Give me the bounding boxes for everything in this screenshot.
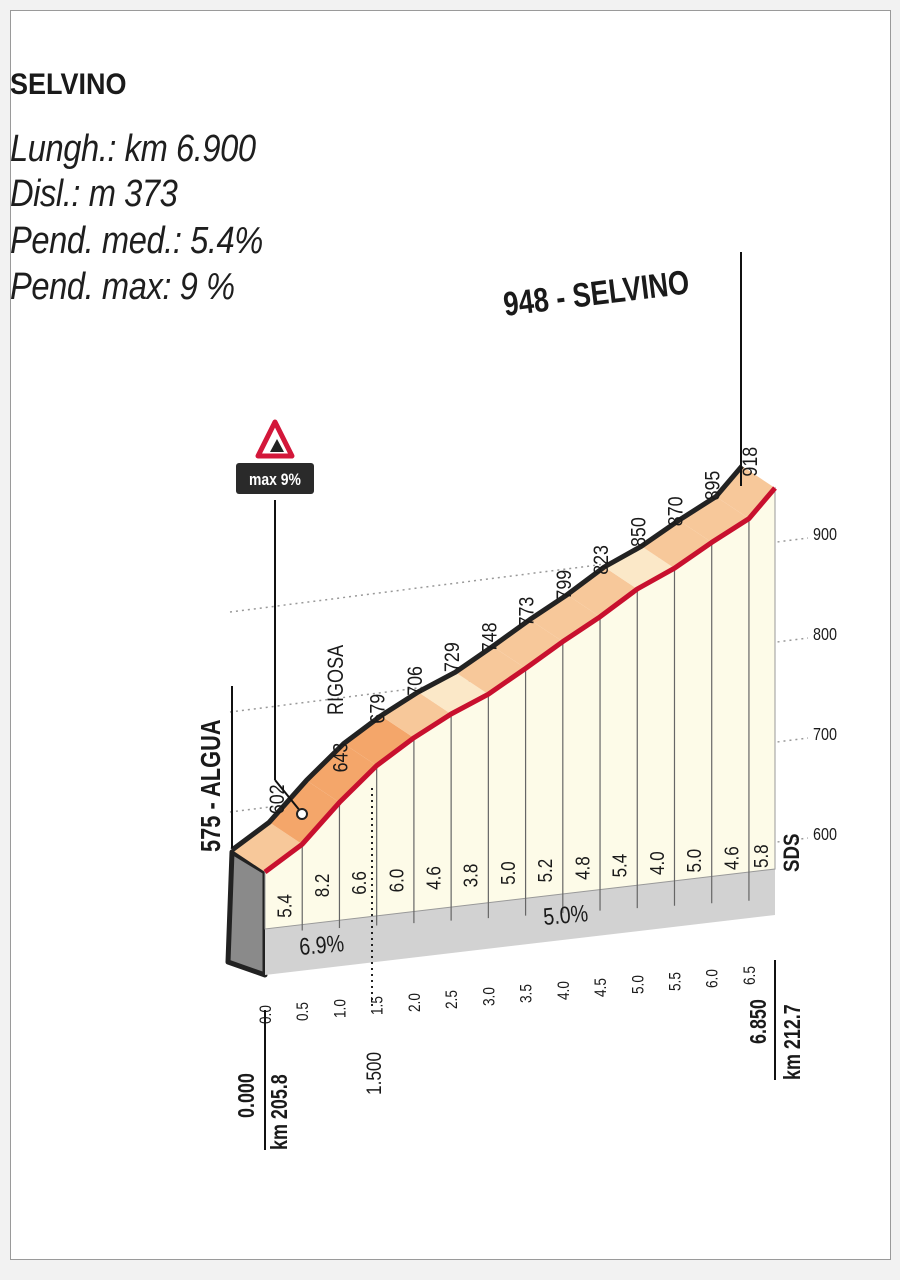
segment-grade-label: 4.8 <box>571 856 594 880</box>
altitude-label: 850 <box>627 517 651 547</box>
segment-grade-label: 5.0 <box>683 849 706 873</box>
road-red-line <box>263 486 777 875</box>
rigosa-label: RIGOSA <box>324 644 348 715</box>
segment-grade-label: 6.6 <box>348 871 371 895</box>
altitude-label: 729 <box>441 642 465 672</box>
length-stat: Lungh.: km 6.900 <box>10 128 256 170</box>
altitude-label: 643 <box>329 743 353 773</box>
altitude-label: 773 <box>515 597 539 627</box>
road-surface-segment <box>604 546 675 589</box>
altitude-label: 870 <box>664 496 688 526</box>
altitude-label: 679 <box>366 694 390 724</box>
km-tick-labels: 0.0 0.5 1.0 1.5 2.0 2.5 3.0 3.5 4.0 4.5 5.0 5.5 6.0 6… <box>257 966 760 1024</box>
segment-grade-labels: 5.4 8.2 6.6 6.0 4.6 3.8 5.0 5.2 4.8 5.4 4.0 5.0 4.6 5… <box>273 844 772 917</box>
km-tick-label: 6.5 <box>741 966 760 985</box>
altitude-gridline <box>229 537 809 613</box>
altitude-label: 706 <box>404 666 428 696</box>
start-race-km-label: km 205.8 <box>267 1074 293 1150</box>
max-grade-badge-text: max 9% <box>249 471 301 490</box>
altitude-label: 823 <box>590 545 614 575</box>
road-surface-segment <box>678 496 749 543</box>
km-tick-label: 0.0 <box>257 1005 276 1024</box>
rigosa-km-label: 1.500 <box>364 1052 387 1095</box>
altitude-label: 602 <box>266 784 290 814</box>
finish-label: 948 - SELVINO <box>501 263 691 324</box>
road-top-edge <box>230 464 744 853</box>
km-tick-label: 5.5 <box>666 972 685 991</box>
km-tick-label: 1.5 <box>368 996 387 1015</box>
max-grade-stat: Pend. max: 9 % <box>10 266 235 308</box>
altitude-labels: 602 643 679 706 729 748 773 799 823 850 870 895 918 <box>266 447 762 814</box>
max-grade-pointer-elbow <box>274 779 302 813</box>
max-grade-badge <box>236 463 314 494</box>
elevation-gain-stat: Disl.: m 373 <box>10 173 178 215</box>
km-tick-label: 4.0 <box>554 981 573 1000</box>
base-band <box>265 869 775 975</box>
warning-triangle-icon <box>255 419 295 459</box>
segment-grade-label: 5.4 <box>608 854 631 878</box>
altitude-axis-label: 600 <box>813 825 837 845</box>
km-tick-label: 0.5 <box>294 1002 313 1021</box>
segment-grade-label: 5.4 <box>273 894 296 918</box>
segment-grade-label: 6.0 <box>385 869 408 893</box>
segment-grade-label: 5.8 <box>750 844 773 868</box>
km-tick-label: 5.0 <box>629 975 648 994</box>
km-divider-lines <box>301 518 750 931</box>
max-grade-point-marker <box>296 808 308 820</box>
road-surface-segment <box>232 822 303 872</box>
road-surface-segment <box>492 619 563 669</box>
section-grade-1: 6.9% <box>298 929 345 960</box>
road-surface-segment <box>380 692 452 738</box>
section-grade-2: 5.0% <box>542 899 589 930</box>
segment-grade-label: 5.0 <box>497 861 520 885</box>
finish-race-km-label: km 212.7 <box>780 1004 806 1080</box>
segment-grade-label: 3.8 <box>459 864 482 888</box>
road-surface-segment <box>529 594 601 642</box>
start-km-label: 0.000 <box>234 1073 260 1118</box>
segment-grade-label: 5.2 <box>534 859 557 883</box>
start-label: 575 - ALGUA <box>195 719 226 852</box>
altitude-axis-label: 800 <box>813 625 837 645</box>
altitude-label: 748 <box>478 622 502 652</box>
road-surface-segment <box>641 520 712 569</box>
road-surface-segment <box>567 567 638 617</box>
altitude-axis-label: 700 <box>813 725 837 745</box>
sds-label: SDS <box>781 834 805 872</box>
warning-triangle-inner-icon <box>270 439 284 452</box>
finish-km-label: 6.850 <box>746 999 772 1044</box>
altitude-label: 799 <box>552 570 576 600</box>
road-surface-segment <box>418 672 489 714</box>
segment-grade-label: 4.0 <box>646 851 669 875</box>
km-tick-label: 2.5 <box>443 990 462 1009</box>
start-end-face <box>225 849 268 978</box>
climb-title: SELVINO <box>10 68 127 101</box>
altitude-label: 895 <box>701 470 725 500</box>
altitude-axis-labels: 600 700 800 900 <box>813 525 837 845</box>
segment-grade-label: 4.6 <box>422 866 445 890</box>
altitude-label: 918 <box>739 447 763 477</box>
segment-grade-label: 4.6 <box>720 846 743 870</box>
road-surface-segment <box>306 743 377 803</box>
km-tick-label: 1.0 <box>331 999 350 1018</box>
average-grade-stat: Pend. med.: 5.4% <box>10 220 263 262</box>
altitude-axis-label: 900 <box>813 525 837 545</box>
road-surface-segment <box>455 646 526 695</box>
km-tick-label: 6.0 <box>703 969 722 988</box>
annotations: 575 - ALGUA 948 - SELVINO max 9% RIGOSA … <box>195 252 806 1150</box>
segment-grade-label: 8.2 <box>311 874 334 898</box>
km-tick-label: 3.5 <box>517 984 536 1003</box>
road-surface-segment <box>715 466 775 519</box>
km-tick-label: 3.0 <box>480 987 499 1006</box>
altitude-gridline <box>229 637 809 713</box>
road-surface-segment <box>343 715 414 766</box>
road-surface-segments <box>232 466 775 872</box>
km-tick-label: 2.0 <box>406 993 425 1012</box>
km-tick-label: 4.5 <box>592 978 611 997</box>
